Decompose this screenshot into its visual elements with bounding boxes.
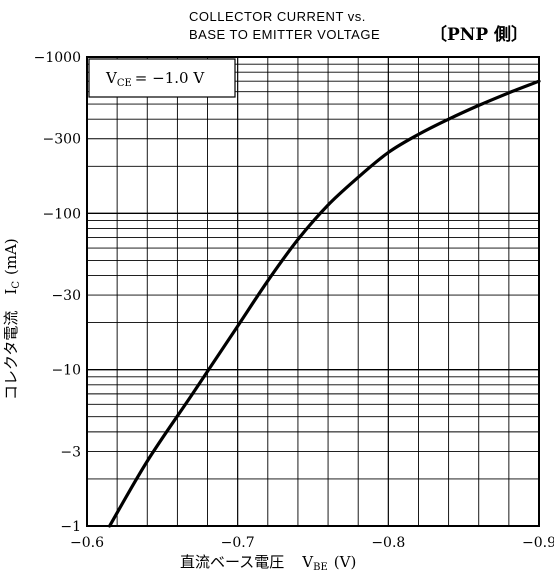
chart-subtitle: 〔PNP 側〕 xyxy=(430,24,528,45)
y-tick-label: −30 xyxy=(51,288,81,304)
y-tick-label: −100 xyxy=(43,206,81,222)
y-tick-label: −300 xyxy=(43,132,81,148)
x-tick-label: −0.8 xyxy=(371,535,405,551)
y-tick-label: −3 xyxy=(60,444,81,460)
y-tick-label: −10 xyxy=(51,363,81,379)
plot-frame xyxy=(86,56,540,527)
condition-box xyxy=(88,58,236,98)
grid xyxy=(87,57,539,526)
x-tick-label: −0.9 xyxy=(522,535,554,551)
y-tick-label: −1000 xyxy=(34,50,81,66)
chart-title-line2: BASE TO EMITTER VOLTAGE xyxy=(189,27,380,42)
x-tick-label: −0.7 xyxy=(221,535,255,551)
condition-label: VCE = −1.0 V xyxy=(105,69,205,89)
tick-labels: −0.6 −0.7 −0.8 −0.9 −1 −3 −10 −30 −100 −300 −1000 xyxy=(34,50,554,551)
x-tick-label: −0.6 xyxy=(70,535,104,551)
x-axis-label: 直流ベース電圧 VBE (V) xyxy=(180,553,356,573)
y-axis-label: コレクタ電流IC(mA) xyxy=(2,238,22,400)
series-line-0 xyxy=(108,79,541,528)
chart-title-line1: COLLECTOR CURRENT vs. xyxy=(189,9,366,24)
series-layer xyxy=(108,79,541,528)
y-tick-label: −1 xyxy=(60,519,81,535)
